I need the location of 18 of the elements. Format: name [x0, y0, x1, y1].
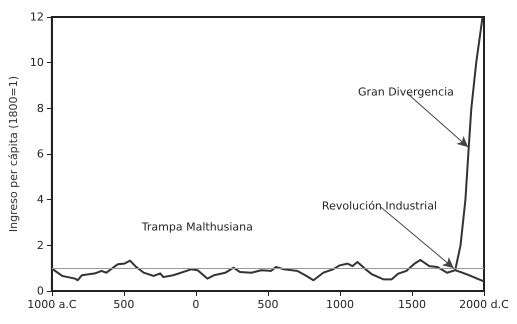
annotation: Revolución Industrial: [322, 199, 437, 212]
y-tick-label: 4: [36, 193, 44, 206]
y-tick-label: 0: [36, 284, 44, 298]
y-axis-title: Ingreso per cápita (1800=1): [7, 76, 20, 232]
y-tick-label: 8: [36, 102, 44, 115]
x-tick-label: 2000 d.C: [459, 298, 510, 311]
annotation: Trampa Malthusiana: [140, 220, 253, 234]
y-tick-label: 2: [36, 238, 44, 252]
y-tick-label: 6: [36, 148, 44, 160]
y-tick-label: 10: [30, 56, 44, 70]
x-tick-label: 500: [113, 298, 134, 311]
x-tick-label: 1000 a.C: [27, 298, 77, 311]
x-tick-label: 1000: [326, 298, 354, 311]
x-tick-label: 500: [257, 298, 278, 311]
y-tick-label: 12: [30, 10, 44, 24]
x-tick-label: 1500: [398, 298, 426, 311]
x-tick-label: 0: [192, 298, 200, 311]
annotation: Gran Divergencia: [358, 86, 454, 99]
